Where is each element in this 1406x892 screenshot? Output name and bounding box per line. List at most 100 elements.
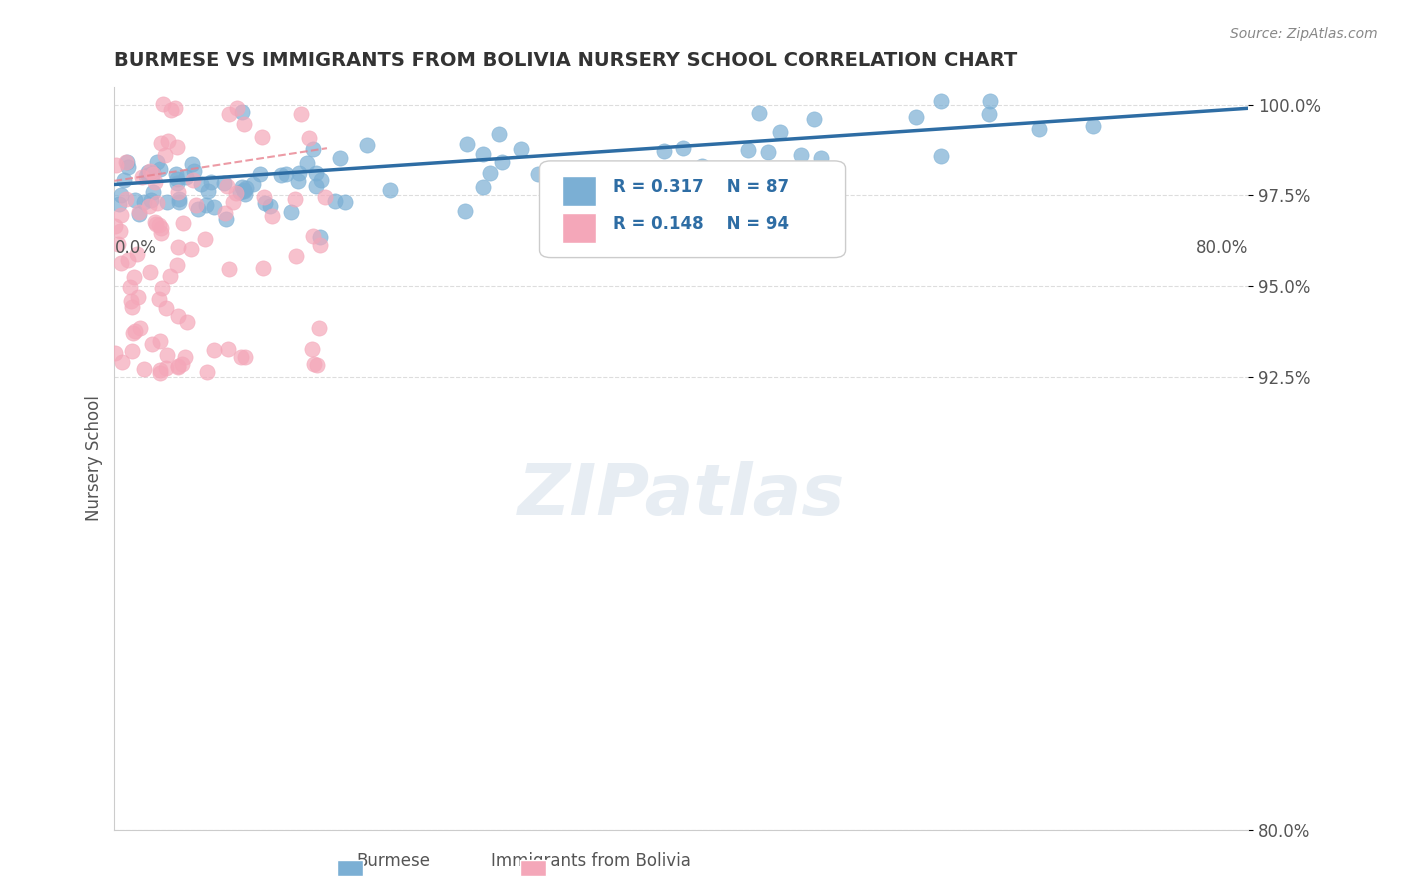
Point — [1081, 119, 1104, 133]
Text: Immigrants from Bolivia: Immigrants from Bolivia — [491, 852, 690, 870]
Point — [117, 252, 139, 267]
Point — [253, 190, 276, 204]
Point — [301, 343, 323, 357]
Point — [214, 206, 236, 220]
Point — [121, 343, 143, 358]
Point — [166, 176, 188, 190]
Point — [509, 142, 531, 156]
Point — [120, 294, 142, 309]
Point — [167, 359, 190, 374]
Point — [226, 101, 249, 115]
Point — [314, 190, 336, 204]
Point — [167, 192, 190, 206]
Point — [488, 128, 510, 142]
Point — [112, 173, 135, 187]
Point — [202, 200, 225, 214]
Point — [309, 173, 332, 187]
Point — [977, 106, 1000, 120]
Point — [150, 280, 173, 294]
Point — [212, 176, 235, 190]
Point — [167, 194, 190, 209]
Point — [284, 192, 307, 206]
FancyBboxPatch shape — [540, 161, 845, 258]
Point — [135, 169, 157, 183]
Point — [323, 194, 346, 208]
Text: BURMESE VS IMMIGRANTS FROM BOLIVIA NURSERY SCHOOL CORRELATION CHART: BURMESE VS IMMIGRANTS FROM BOLIVIA NURSE… — [114, 51, 1018, 70]
Point — [218, 261, 240, 276]
Point — [287, 174, 309, 188]
Point — [308, 321, 330, 335]
Point — [195, 198, 218, 212]
Point — [127, 247, 149, 261]
Text: Burmese: Burmese — [357, 852, 430, 870]
Point — [200, 175, 222, 189]
Point — [104, 219, 127, 233]
Point — [270, 168, 292, 182]
Point — [115, 154, 138, 169]
Point — [167, 359, 190, 374]
Point — [181, 157, 204, 171]
Point — [148, 292, 170, 306]
Point — [166, 186, 188, 200]
Point — [149, 334, 172, 349]
Point — [979, 94, 1001, 108]
Point — [302, 142, 325, 156]
Point — [287, 166, 309, 180]
Point — [284, 249, 307, 263]
Point — [166, 140, 188, 154]
Point — [128, 204, 150, 219]
Point — [652, 145, 675, 159]
Point — [128, 207, 150, 221]
Point — [904, 110, 927, 124]
Point — [110, 224, 132, 238]
Point — [252, 261, 274, 276]
Point — [471, 180, 494, 194]
Point — [145, 218, 167, 232]
Point — [104, 346, 127, 360]
Point — [690, 159, 713, 173]
Point — [217, 178, 239, 193]
Point — [233, 183, 256, 197]
Point — [756, 145, 779, 160]
Point — [307, 359, 329, 373]
Point — [142, 185, 165, 199]
Y-axis label: Nursery School: Nursery School — [86, 395, 103, 521]
Point — [229, 350, 252, 364]
Point — [356, 138, 378, 153]
Point — [170, 357, 193, 371]
Point — [194, 232, 217, 246]
Point — [146, 155, 169, 169]
Point — [259, 198, 281, 212]
Point — [139, 194, 162, 208]
Point — [298, 130, 321, 145]
Point — [139, 163, 162, 178]
Point — [187, 202, 209, 216]
Point — [672, 141, 695, 155]
Point — [253, 196, 276, 211]
Point — [176, 170, 198, 185]
Point — [156, 348, 179, 362]
Point — [110, 355, 132, 369]
Point — [1028, 122, 1050, 136]
Point — [148, 162, 170, 177]
Point — [166, 259, 188, 273]
Point — [124, 270, 146, 285]
Point — [136, 169, 159, 183]
Point — [308, 229, 330, 244]
Point — [117, 160, 139, 174]
Point — [233, 350, 256, 364]
Text: 80.0%: 80.0% — [1195, 239, 1249, 257]
Point — [174, 351, 197, 365]
Point — [129, 321, 152, 335]
Point — [146, 195, 169, 210]
Point — [280, 205, 302, 219]
Point — [159, 103, 181, 117]
Point — [491, 155, 513, 169]
Point — [222, 194, 245, 209]
Point — [195, 365, 218, 379]
Point — [167, 240, 190, 254]
Point — [197, 185, 219, 199]
Point — [181, 173, 204, 187]
Point — [235, 187, 257, 202]
Point — [295, 156, 318, 170]
